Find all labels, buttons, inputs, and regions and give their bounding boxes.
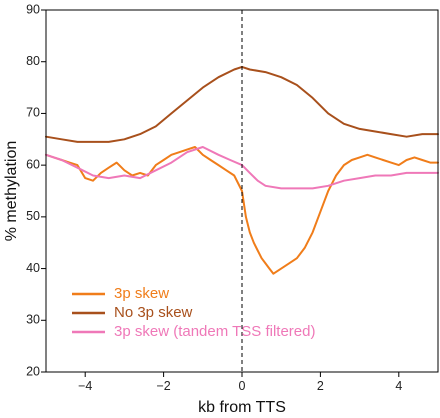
series-line-1: [45, 146, 439, 275]
legend-label: 3p skew: [114, 285, 169, 302]
legend: 3p skew No 3p skew 3p skew (tandem TSS fil…: [72, 285, 315, 340]
y-tick-label: 20: [26, 364, 40, 378]
y-axis: 20 30 40 50 60 70 80 90: [26, 2, 46, 378]
y-tick-label: 80: [26, 54, 40, 68]
x-tick-label: 2: [317, 379, 324, 393]
legend-label: 3p skew (tandem TSS filtered): [114, 323, 315, 340]
legend-label: No 3p skew: [114, 304, 193, 321]
x-tick-label: −2: [156, 379, 170, 393]
plot-frame: [45, 9, 439, 373]
x-tick-label: 0: [239, 379, 246, 393]
series-line-3: [45, 146, 439, 190]
y-tick-label: 90: [26, 2, 40, 16]
x-tick-label: 4: [395, 379, 402, 393]
y-tick-label: 70: [26, 106, 40, 120]
y-tick-label: 40: [26, 261, 40, 275]
x-axis-title: kb from TTS: [198, 399, 286, 416]
y-tick-label: 60: [26, 157, 40, 171]
x-tick-label: −4: [78, 379, 92, 393]
x-axis: −4 −2 0 2 4: [78, 372, 402, 393]
y-tick-label: 30: [26, 313, 40, 327]
y-axis-title: % methylation: [3, 141, 20, 242]
y-tick-label: 50: [26, 209, 40, 223]
